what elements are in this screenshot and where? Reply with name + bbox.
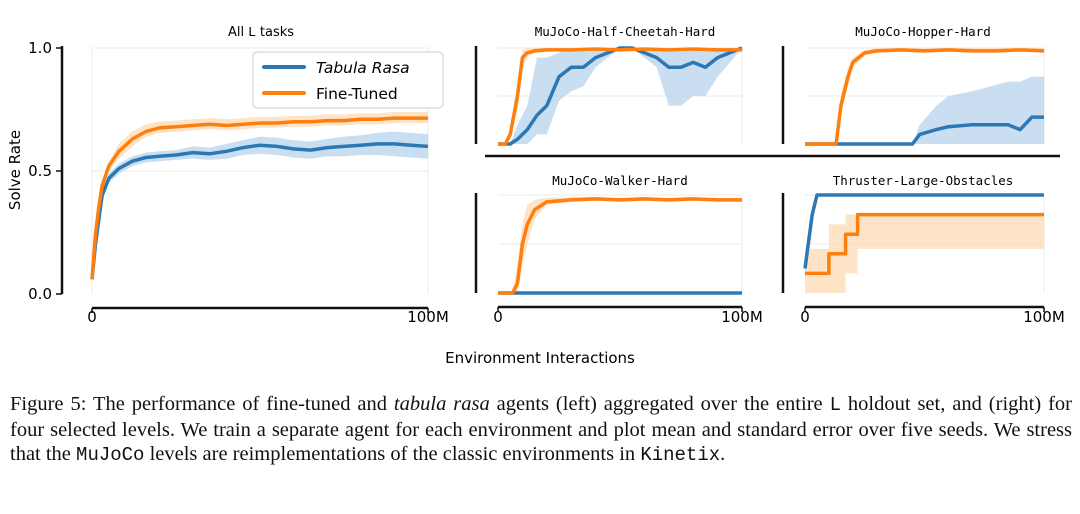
band-tabula-rasa xyxy=(805,76,1044,144)
caption-text: levels are reimplementations of the clas… xyxy=(144,443,641,465)
legend: Tabula Rasa Fine-Tuned xyxy=(252,51,444,109)
series-line-fine-tuned xyxy=(805,48,1045,146)
y-tick-label: 0.0 xyxy=(28,285,52,303)
panel-title-walker: MuJoCo-Walker-Hard xyxy=(552,173,687,188)
panel-hopper: MuJoCo-Hopper-Hard xyxy=(781,24,1045,146)
panel-all-tasks: All L tasks 0.0 0.5 1.0 0 100M xyxy=(28,24,449,326)
panel-title-thruster: Thruster-Large-Obstacles xyxy=(833,173,1014,188)
legend-label-fine-tuned: Fine-Tuned xyxy=(316,85,398,103)
panel-thruster: Thruster-Large-Obstacles 0 100M xyxy=(781,173,1065,326)
band-fine-tuned xyxy=(805,214,1044,293)
panel-title-cheetah: MuJoCo-Half-Cheetah-Hard xyxy=(535,24,716,39)
panel-cheetah: MuJoCo-Half-Cheetah-Hard xyxy=(474,24,743,146)
series-line-fine-tuned xyxy=(90,116,428,280)
x-tick-label: 100M xyxy=(721,308,763,326)
y-axis-label: Solve Rate xyxy=(6,130,24,210)
x-tick-label: 100M xyxy=(407,308,449,326)
figure-canvas: All L tasks 0.0 0.5 1.0 0 100M MuJoCo-Half-C… xyxy=(6,24,1065,367)
panel-title-all: All L tasks xyxy=(228,24,294,40)
x-tick-label: 0 xyxy=(800,308,810,326)
caption-code: L xyxy=(829,394,841,416)
caption-code: Kinetix xyxy=(640,444,721,466)
y-tick-label: 0.5 xyxy=(28,162,52,180)
band-tabula-rasa xyxy=(92,131,428,282)
series-line-fine-tuned xyxy=(498,47,742,146)
x-tick-label: 100M xyxy=(1023,308,1065,326)
x-tick-label: 0 xyxy=(493,308,503,326)
series-line-fine-tuned xyxy=(498,197,742,295)
caption-text: holdout set, and (right) for four select… xyxy=(10,393,1072,465)
band-tabula-rasa xyxy=(498,48,742,144)
figure-caption: Figure 5: The performance of fine-tuned … xyxy=(10,392,1072,468)
caption-italic: tabula rasa xyxy=(393,393,490,415)
panel-walker: MuJoCo-Walker-Hard 0 100M xyxy=(474,173,763,326)
y-tick-label: 1.0 xyxy=(28,39,52,57)
x-tick-label: 0 xyxy=(87,308,97,326)
series-line-tabula-rasa xyxy=(805,115,1044,146)
series-line-tabula-rasa xyxy=(803,193,1044,269)
legend-label-tabula-rasa: Tabula Rasa xyxy=(316,59,410,77)
caption-code: MuJoCo xyxy=(76,444,145,466)
caption-text: agents (left) aggregated over the entire xyxy=(489,393,830,415)
series-line-tabula-rasa xyxy=(90,142,429,280)
x-axis-label: Environment Interactions xyxy=(445,349,635,367)
caption-text: Figure 5: The performance of fine-tuned … xyxy=(10,393,394,415)
caption-text: . xyxy=(720,443,726,465)
series-line-fine-tuned xyxy=(805,212,1044,276)
panel-title-hopper: MuJoCo-Hopper-Hard xyxy=(855,24,990,39)
